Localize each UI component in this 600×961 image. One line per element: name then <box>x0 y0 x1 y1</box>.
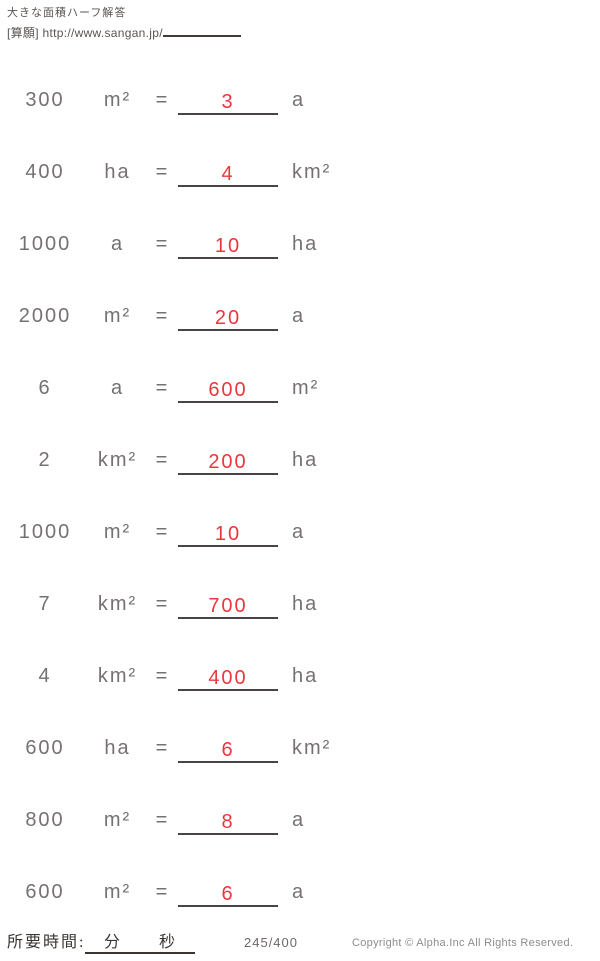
answer-blank: 10 <box>178 523 278 547</box>
problem-value: 6 <box>38 376 52 399</box>
equals-sign: = <box>155 736 168 759</box>
problem-value: 4 <box>38 664 52 687</box>
answer-value: 3 <box>221 91 235 113</box>
problem-value: 2000 <box>18 304 72 327</box>
problem-unit-from: km² <box>97 448 138 471</box>
answer-value: 6 <box>221 883 235 905</box>
problem-unit-to: a <box>292 808 306 831</box>
problem-unit-from: m² <box>103 880 132 903</box>
problem-row: 4 km² = 400 ha <box>0 640 600 712</box>
problem-row: 800 m² = 8 a <box>0 784 600 856</box>
answer-value: 400 <box>208 667 248 689</box>
url-blank-underline <box>162 21 241 37</box>
problem-value: 2 <box>38 448 52 471</box>
equals-sign: = <box>155 664 168 687</box>
problem-unit-from: a <box>110 376 125 399</box>
equals-sign: = <box>155 376 168 399</box>
problem-row: 2 km² = 200 ha <box>0 424 600 496</box>
answer-value: 200 <box>208 451 248 473</box>
problem-value: 7 <box>38 592 52 615</box>
answer-blank: 200 <box>178 451 278 475</box>
problem-row: 600 ha = 6 km² <box>0 712 600 784</box>
minutes-label: 分 <box>103 934 122 951</box>
problem-unit-to: ha <box>292 592 319 615</box>
answer-value: 600 <box>208 379 248 401</box>
problem-unit-to: a <box>292 88 306 111</box>
time-blank-underline: 分秒 <box>85 928 196 954</box>
problem-value: 1000 <box>18 232 72 255</box>
answer-blank: 6 <box>178 883 278 907</box>
problem-unit-to: ha <box>292 448 319 471</box>
source-url-line: [算願] http://www.sangan.jp/ <box>7 21 600 42</box>
worksheet-header: 大きな面積ハーフ解答 [算願] http://www.sangan.jp/ <box>0 0 600 42</box>
problem-value: 400 <box>25 160 65 183</box>
equals-sign: = <box>155 808 168 831</box>
source-url-text: [算願] http://www.sangan.jp/ <box>7 26 163 40</box>
problem-row: 400 ha = 4 km² <box>0 136 600 208</box>
problem-unit-to: km² <box>292 736 332 759</box>
page-counter: 245/400 <box>244 935 298 950</box>
problem-unit-from: a <box>110 232 125 255</box>
problem-unit-to: m² <box>292 376 320 399</box>
problem-unit-from: m² <box>103 808 132 831</box>
problem-value: 600 <box>25 880 65 903</box>
problem-unit-from: m² <box>103 304 132 327</box>
answer-blank: 4 <box>178 163 278 187</box>
answer-value: 6 <box>221 739 235 761</box>
copyright-notice: Copyright © Alpha.Inc All Rights Reserve… <box>352 937 574 949</box>
problem-value: 800 <box>25 808 65 831</box>
problem-row: 7 km² = 700 ha <box>0 568 600 640</box>
answer-value: 700 <box>208 595 248 617</box>
answer-blank: 8 <box>178 811 278 835</box>
answer-blank: 20 <box>178 307 278 331</box>
answer-blank: 10 <box>178 235 278 259</box>
answer-value: 10 <box>214 523 242 545</box>
problem-row: 300 m² = 3 a <box>0 64 600 136</box>
equals-sign: = <box>155 88 168 111</box>
problem-unit-to: a <box>292 880 306 903</box>
problem-row: 600 m² = 6 a <box>0 856 600 928</box>
answer-value: 20 <box>214 307 242 329</box>
answer-blank: 600 <box>178 379 278 403</box>
answer-blank: 3 <box>178 91 278 115</box>
answer-value: 8 <box>221 811 235 833</box>
equals-sign: = <box>155 160 168 183</box>
answer-blank: 700 <box>178 595 278 619</box>
answer-blank: 6 <box>178 739 278 763</box>
problem-unit-to: ha <box>292 232 319 255</box>
problem-row: 1000 m² = 10 a <box>0 496 600 568</box>
problem-unit-from: km² <box>97 592 138 615</box>
equals-sign: = <box>155 448 168 471</box>
problem-unit-to: a <box>292 520 306 543</box>
problem-unit-to: ha <box>292 664 319 687</box>
worksheet-footer: 所要時間: 分秒 245/400 Copyright © Alpha.Inc Al… <box>0 926 600 961</box>
equals-sign: = <box>155 304 168 327</box>
answer-value: 10 <box>214 235 242 257</box>
problem-unit-from: ha <box>104 160 131 183</box>
problem-unit-to: a <box>292 304 306 327</box>
equals-sign: = <box>155 880 168 903</box>
equals-sign: = <box>155 592 168 615</box>
equals-sign: = <box>155 520 168 543</box>
problem-value: 600 <box>25 736 65 759</box>
seconds-label: 秒 <box>158 934 177 951</box>
time-required-block: 所要時間: 分秒 <box>7 928 196 954</box>
problem-value: 1000 <box>18 520 72 543</box>
equals-sign: = <box>155 232 168 255</box>
problem-row: 1000 a = 10 ha <box>0 208 600 280</box>
problem-unit-to: km² <box>292 160 332 183</box>
time-required-label: 所要時間: <box>7 934 86 951</box>
answer-blank: 400 <box>178 667 278 691</box>
answer-value: 4 <box>221 163 235 185</box>
problem-unit-from: km² <box>97 664 138 687</box>
problem-unit-from: m² <box>103 520 132 543</box>
problem-list: 300 m² = 3 a 400 ha = 4 km² 1000 a = 10 … <box>0 64 600 928</box>
problem-value: 300 <box>25 88 65 111</box>
problem-row: 6 a = 600 m² <box>0 352 600 424</box>
problem-unit-from: ha <box>104 736 131 759</box>
problem-unit-from: m² <box>103 88 132 111</box>
page-title: 大きな面積ハーフ解答 <box>7 7 127 19</box>
problem-row: 2000 m² = 20 a <box>0 280 600 352</box>
